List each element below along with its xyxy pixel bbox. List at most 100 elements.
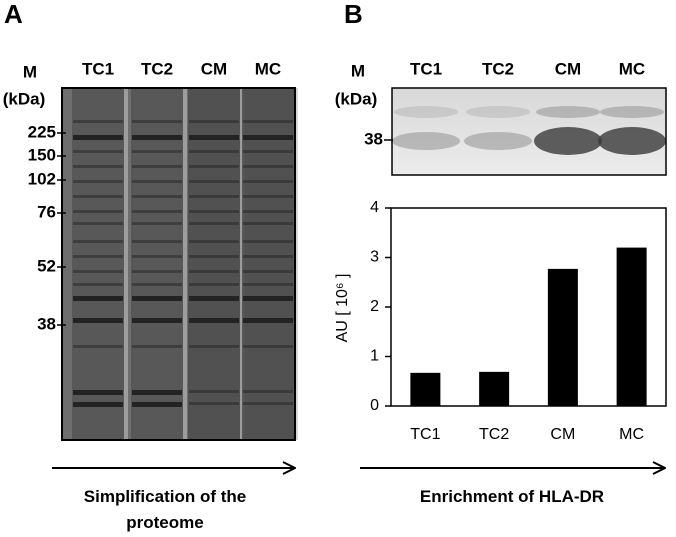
gel-band: [243, 195, 293, 198]
gel-lane: [72, 88, 124, 440]
gel-band: [243, 165, 293, 168]
gel-lane: [242, 88, 294, 440]
marker-label: 52: [37, 256, 56, 275]
gel-band: [73, 165, 123, 168]
gel-band: [189, 240, 239, 243]
gel-band: [189, 255, 239, 258]
gel-band: [132, 165, 182, 168]
gel-band: [73, 318, 123, 323]
gel-band: [243, 390, 293, 393]
gel-band: [243, 255, 293, 258]
gel-band: [73, 240, 123, 243]
gel-image: [61, 87, 298, 441]
bar: [479, 371, 510, 406]
gel-band: [189, 283, 239, 286]
gel-band: [73, 296, 123, 301]
gel-band: [243, 283, 293, 286]
gel-band: [132, 222, 182, 225]
gel-band: [189, 135, 239, 140]
marker-label: 38: [37, 314, 56, 333]
blot-band: [464, 132, 532, 150]
gel-band: [132, 270, 182, 273]
lane-label: MC: [255, 59, 281, 78]
y-tick-label: 2: [370, 298, 379, 315]
marker-label: 150: [28, 145, 56, 164]
bar: [410, 372, 441, 406]
lane-label: TC2: [141, 59, 173, 78]
y-axis-label: AU [ 10⁶ ]: [334, 274, 351, 343]
x-tick-label: TC2: [479, 426, 509, 443]
gel-band: [73, 402, 123, 407]
lane-label: CM: [555, 59, 581, 78]
gel-band: [132, 135, 182, 140]
gel-band: [132, 120, 182, 123]
gel-band: [73, 390, 123, 395]
gel-band: [243, 345, 293, 348]
gel-border: [61, 87, 296, 441]
gel-band: [132, 402, 182, 407]
lane-label: TC1: [82, 59, 114, 78]
gel-band: [73, 255, 123, 258]
gel-band: [189, 180, 239, 183]
marker-unit: (kDa): [335, 89, 378, 108]
gel-band: [243, 296, 293, 301]
gel-band: [73, 120, 123, 123]
marker-header: M: [351, 61, 365, 80]
gel-band: [132, 195, 182, 198]
gel-band: [243, 135, 293, 140]
gel-lane: [188, 88, 240, 440]
gel-band: [132, 296, 182, 301]
lane-label: TC1: [410, 59, 442, 78]
marker-unit: (kDa): [3, 89, 46, 108]
gel-band: [73, 210, 123, 213]
gel-band: [189, 222, 239, 225]
panel-label: B: [344, 0, 363, 29]
gel-band: [73, 222, 123, 225]
blot-band: [394, 106, 458, 118]
blot-band: [534, 127, 602, 155]
x-tick-label: CM: [550, 426, 575, 443]
gel-band: [243, 240, 293, 243]
gel-band: [73, 345, 123, 348]
gel-band: [189, 390, 239, 393]
blot-band: [392, 132, 460, 150]
blot-band: [600, 106, 664, 118]
gel-band: [243, 402, 293, 405]
gel-band: [132, 318, 182, 323]
gel-band: [73, 135, 123, 140]
caption: Simplification of the proteome: [83, 487, 247, 532]
gel-band: [189, 210, 239, 213]
gel-band: [73, 283, 123, 286]
blot-border: [391, 87, 667, 176]
marker-label: 38: [364, 129, 383, 148]
gel-band: [73, 270, 123, 273]
gel-band: [189, 150, 239, 153]
panel-label: A: [4, 0, 23, 29]
gel-band: [243, 180, 293, 183]
gel-gap: [183, 88, 187, 440]
gel-band: [132, 240, 182, 243]
lane-label: MC: [619, 59, 645, 78]
gel-band: [243, 120, 293, 123]
gel-band: [132, 150, 182, 153]
gel-band: [189, 270, 239, 273]
marker-label: 102: [28, 169, 56, 188]
gel-band: [189, 318, 239, 323]
y-tick-label: 4: [370, 199, 379, 216]
gel-band: [189, 296, 239, 301]
bar: [616, 247, 647, 406]
gel-gap: [124, 88, 128, 440]
gel-band: [189, 120, 239, 123]
gel-band: [243, 150, 293, 153]
gel-band: [73, 195, 123, 198]
y-tick-label: 0: [370, 397, 379, 414]
gel-band: [189, 402, 239, 405]
caption: Enrichment of HLA-DR: [419, 487, 605, 506]
lane-label: TC2: [482, 59, 514, 78]
gel-band: [73, 150, 123, 153]
gel-band: [73, 180, 123, 183]
gel-band: [132, 390, 182, 395]
gel-lane: [131, 88, 183, 440]
